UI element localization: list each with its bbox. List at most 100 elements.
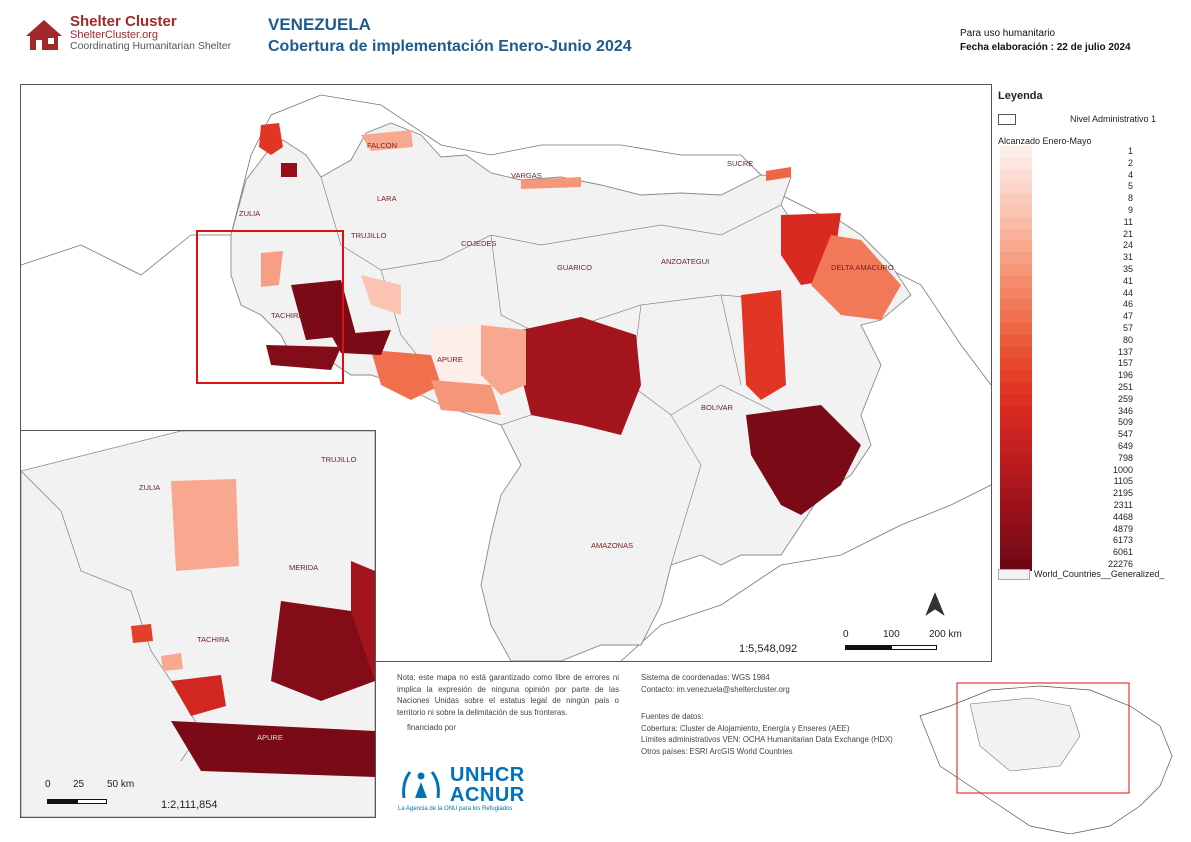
main-map[interactable]: ZULIA FALCON LARA TRUJILLO COJEDES GUARI… <box>20 84 992 662</box>
legend-class-row: 137 <box>998 346 1188 359</box>
inset-label-trujillo: TRUJILLO <box>321 455 357 464</box>
legend-class-swatch <box>1000 405 1032 418</box>
legend-class-label: 5 <box>1127 181 1133 192</box>
shelter-cluster-logo: Shelter Cluster ShelterCluster.org Coord… <box>22 12 242 56</box>
inset-map-canvas <box>21 431 375 817</box>
label-vargas: VARGAS <box>511 171 542 180</box>
legend-class-swatch <box>1000 275 1032 288</box>
legend-class-label: 80 <box>1122 334 1133 345</box>
legend-class-label: 251 <box>1117 382 1133 392</box>
legend-class-label: 196 <box>1117 370 1133 381</box>
humanitarian-use-note: Para uso humanitario <box>960 28 1056 39</box>
legend-class-swatch <box>1000 193 1032 205</box>
legend-class-label: 649 <box>1117 441 1133 451</box>
scale-tick-200: 200 km <box>929 629 962 640</box>
logo-site: ShelterCluster.org <box>70 29 159 41</box>
main-scale-ratio: 1:5,548,092 <box>739 643 798 655</box>
legend-class-label: 47 <box>1122 311 1133 322</box>
legend-class-row: 47 <box>998 311 1188 323</box>
inset-tick-25: 25 <box>73 779 85 790</box>
legend-class-swatch <box>1000 169 1032 182</box>
legend-class-row: 1 <box>998 146 1188 158</box>
legend-class-label: 9 <box>1127 205 1133 215</box>
legend-class-label: 137 <box>1117 346 1133 357</box>
range-title: Alcanzado Enero-Mayo <box>998 136 1092 146</box>
inset-scale-ratio: 1:2,111,854 <box>161 799 218 811</box>
inset-label-zulia: ZULIA <box>139 483 161 492</box>
legend-class-swatch <box>1000 370 1032 382</box>
world-swatch <box>998 569 1030 580</box>
legend-class-label: 8 <box>1127 193 1133 204</box>
legend-class-row: 21 <box>998 228 1188 241</box>
inset-label-apure: APURE <box>257 733 283 742</box>
inset-map[interactable]: ZULIA TRUJILLO MERIDA TACHIRA APURE 0 25… <box>20 430 376 818</box>
admin-label: Nivel Administrativo 1 <box>1070 114 1157 124</box>
legend-class-row: 35 <box>998 264 1188 276</box>
legend-class-row: 547 <box>998 429 1188 441</box>
legend-class-swatch <box>1000 393 1032 406</box>
legend-class-swatch <box>1000 441 1032 453</box>
legend-class-row: 57 <box>998 323 1188 335</box>
house-hands-icon <box>26 20 62 50</box>
legend-class-row: 4468 <box>998 511 1188 524</box>
legend-class-label: 346 <box>1117 405 1133 416</box>
unhcr-tagline: La Agencia de la ONU para los Refugiados <box>398 806 513 812</box>
legend-class-label: 1105 <box>1113 476 1133 487</box>
legend-class-swatch <box>1000 146 1032 158</box>
inset-label-merida: MERIDA <box>289 563 319 572</box>
legend-class-row: 9 <box>998 205 1188 217</box>
source-3: Otros países: ESRI ArcGIS World Countrie… <box>641 746 793 756</box>
legend-class-row: 1000 <box>998 464 1188 477</box>
legend-class-label: 44 <box>1122 287 1133 298</box>
label-anzoategui: ANZOATEGUI <box>661 257 710 266</box>
world-label: World_Countries__Generalized_ <box>1034 569 1165 579</box>
legend-class-swatch <box>1000 299 1032 312</box>
legend-class-row: 31 <box>998 252 1188 264</box>
label-delta-amacuro: DELTA AMACURO <box>831 263 894 272</box>
legend-class-swatch <box>1000 547 1032 559</box>
legend-class-swatch <box>1000 417 1032 430</box>
scale-tick-0: 0 <box>843 629 849 640</box>
legend-class-label: 259 <box>1117 393 1133 404</box>
legend-classes: 1 2 4 5 8 9 11 21 24 31 35 41 44 46 47 57 80 137 157 196 251… <box>998 146 1188 576</box>
admin-swatch <box>998 114 1016 125</box>
legend-class-label: 6061 <box>1112 547 1133 558</box>
disclaimer-note: Nota: este mapa no está garantizado como… <box>397 672 619 734</box>
legend-class-row: 649 <box>998 441 1188 453</box>
locator-map <box>910 676 1180 835</box>
sources-title: Fuentes de datos: <box>641 712 704 721</box>
legend-class-row: 346 <box>998 405 1188 418</box>
legend-class-row: 6173 <box>998 535 1188 548</box>
legend-class-swatch <box>1000 205 1032 217</box>
inset-label-tachira: TACHIRA <box>197 635 230 644</box>
legend-class-swatch <box>1000 358 1032 371</box>
legend-class-label: 31 <box>1122 252 1133 263</box>
main-map-canvas <box>21 85 991 661</box>
legend-class-swatch <box>1000 429 1032 441</box>
legend-class-swatch <box>1000 264 1032 276</box>
legend-class-row: 251 <box>998 382 1188 394</box>
label-sucre: SUCRE <box>727 159 754 168</box>
legend-class-row: 11 <box>998 216 1188 229</box>
legend-class-label: 547 <box>1117 429 1133 440</box>
map-credits: Sistema de coordenadas: WGS 1984 Contact… <box>641 672 921 757</box>
legend-class-swatch <box>1000 511 1032 524</box>
legend-class-swatch <box>1000 559 1032 571</box>
legend-class-row: 5 <box>998 181 1188 194</box>
legend-class-row: 259 <box>998 393 1188 406</box>
legend-class-label: 2195 <box>1112 488 1133 499</box>
legend-class-swatch <box>1000 523 1032 536</box>
label-apure: APURE <box>437 355 463 364</box>
legend-title: Leyenda <box>998 90 1043 102</box>
funded-by-label: financiado por <box>407 723 456 732</box>
logo-title: Shelter Cluster <box>70 13 177 30</box>
label-lara: LARA <box>377 194 397 203</box>
map-title: VENEZUELA <box>268 15 371 34</box>
legend: Leyenda Nivel Administrativo 1 Alcanzado… <box>998 90 1188 580</box>
legend-class-swatch <box>1000 500 1032 512</box>
legend-class-label: 2 <box>1127 157 1133 168</box>
legend-class-swatch <box>1000 464 1032 477</box>
legend-class-row: 509 <box>998 417 1188 430</box>
legend-class-label: 798 <box>1117 452 1133 463</box>
legend-class-row: 6061 <box>998 547 1188 559</box>
